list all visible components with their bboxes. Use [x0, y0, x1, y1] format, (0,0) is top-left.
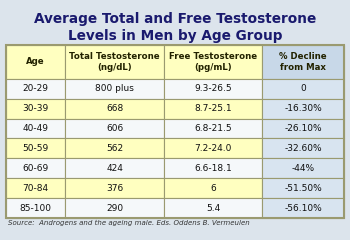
Bar: [262, 79, 344, 99]
Bar: [6, 45, 344, 218]
Bar: [6, 158, 65, 178]
Text: -26.10%: -26.10%: [284, 124, 322, 133]
Text: 6.8-21.5: 6.8-21.5: [194, 124, 232, 133]
Bar: [6, 99, 65, 119]
Text: 290: 290: [106, 204, 123, 213]
Bar: [65, 138, 164, 158]
Text: 0: 0: [300, 84, 306, 93]
Text: 424: 424: [106, 164, 123, 173]
Text: 668: 668: [106, 104, 123, 113]
Bar: [164, 99, 262, 119]
Text: 800 plus: 800 plus: [95, 84, 134, 93]
Text: -44%: -44%: [292, 164, 315, 173]
Bar: [6, 79, 65, 99]
Text: 9.3-26.5: 9.3-26.5: [194, 84, 232, 93]
Bar: [164, 158, 262, 178]
Text: -51.50%: -51.50%: [284, 184, 322, 193]
Bar: [164, 119, 262, 138]
Bar: [262, 138, 344, 158]
Text: 6.6-18.1: 6.6-18.1: [194, 164, 232, 173]
Bar: [6, 45, 65, 79]
Bar: [6, 198, 65, 218]
Bar: [262, 45, 344, 79]
Text: Source:  Androgens and the ageing male. Eds. Oddens B. Vermeulen: Source: Androgens and the ageing male. E…: [8, 220, 250, 226]
Text: 30-39: 30-39: [23, 104, 49, 113]
Text: 606: 606: [106, 124, 123, 133]
Text: 376: 376: [106, 184, 123, 193]
Text: -16.30%: -16.30%: [284, 104, 322, 113]
Text: Age: Age: [26, 57, 45, 66]
Text: Average Total and Free Testosterone
Levels in Men by Age Group: Average Total and Free Testosterone Leve…: [34, 12, 316, 43]
Bar: [65, 99, 164, 119]
Bar: [262, 158, 344, 178]
Bar: [65, 198, 164, 218]
Bar: [65, 158, 164, 178]
Bar: [262, 178, 344, 198]
Bar: [164, 45, 262, 79]
Bar: [6, 138, 65, 158]
Bar: [6, 178, 65, 198]
Text: 70-84: 70-84: [23, 184, 49, 193]
Bar: [262, 198, 344, 218]
Bar: [65, 45, 164, 79]
Text: 5.4: 5.4: [206, 204, 220, 213]
Bar: [164, 178, 262, 198]
Bar: [262, 119, 344, 138]
Text: 562: 562: [106, 144, 123, 153]
Text: 40-49: 40-49: [23, 124, 49, 133]
Text: -56.10%: -56.10%: [284, 204, 322, 213]
Bar: [65, 79, 164, 99]
Bar: [164, 138, 262, 158]
Text: % Decline
from Max: % Decline from Max: [279, 52, 327, 72]
Text: 85-100: 85-100: [20, 204, 52, 213]
Text: -32.60%: -32.60%: [284, 144, 322, 153]
Bar: [164, 198, 262, 218]
Text: 60-69: 60-69: [23, 164, 49, 173]
Text: 6: 6: [210, 184, 216, 193]
Bar: [6, 119, 65, 138]
Bar: [164, 79, 262, 99]
Text: 50-59: 50-59: [23, 144, 49, 153]
Bar: [262, 99, 344, 119]
Bar: [65, 119, 164, 138]
Text: 20-29: 20-29: [23, 84, 49, 93]
Text: 7.2-24.0: 7.2-24.0: [194, 144, 232, 153]
Text: Free Testosterone
(pg/mL): Free Testosterone (pg/mL): [169, 52, 257, 72]
Text: 8.7-25.1: 8.7-25.1: [194, 104, 232, 113]
Bar: [65, 178, 164, 198]
Text: Total Testosterone
(ng/dL): Total Testosterone (ng/dL): [69, 52, 160, 72]
